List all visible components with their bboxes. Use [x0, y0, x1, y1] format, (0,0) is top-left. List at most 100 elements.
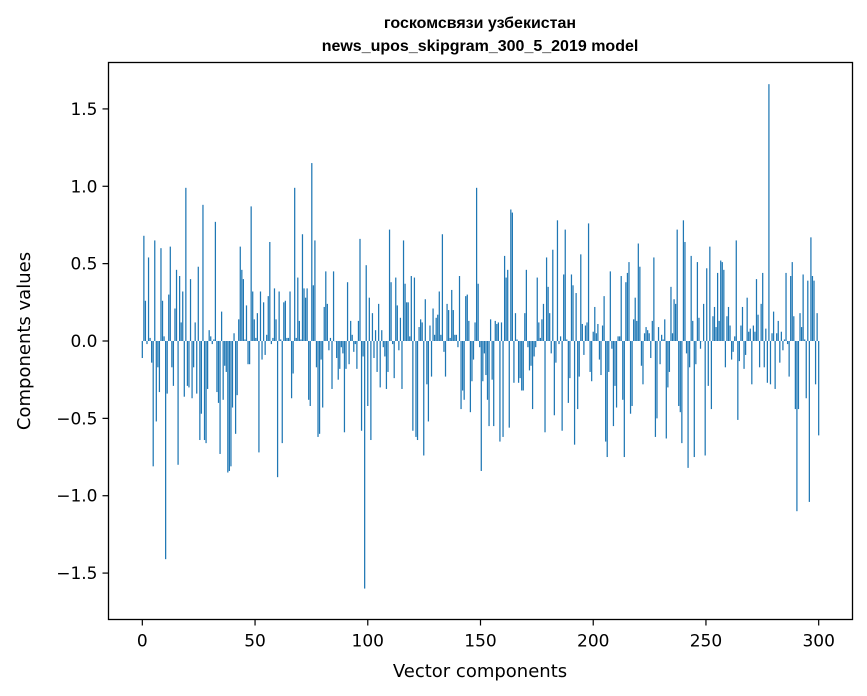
bar — [376, 341, 378, 372]
bar — [465, 296, 467, 341]
bar — [614, 341, 616, 386]
bar — [256, 313, 258, 341]
bar — [734, 336, 736, 341]
bar — [163, 336, 165, 341]
bar — [329, 337, 332, 341]
bar — [499, 341, 501, 442]
bar — [496, 323, 498, 341]
y-tick-label: 0.5 — [70, 255, 97, 275]
bar — [154, 240, 156, 341]
bar — [813, 280, 815, 341]
bar — [284, 300, 286, 341]
bar — [147, 257, 150, 341]
bar — [245, 305, 248, 341]
bar — [814, 341, 817, 385]
bar — [802, 274, 804, 341]
bar — [667, 341, 669, 388]
y-tick-label: 1.0 — [70, 177, 97, 197]
bar — [449, 337, 451, 341]
bar — [479, 341, 481, 348]
bar — [676, 229, 678, 341]
bar — [267, 296, 269, 341]
bar — [457, 341, 459, 348]
bar — [216, 341, 218, 393]
bar — [301, 234, 304, 341]
bar — [533, 341, 535, 357]
bar — [539, 337, 541, 341]
bar — [718, 320, 720, 341]
bar — [617, 336, 619, 341]
bar — [423, 341, 425, 456]
bar — [371, 313, 374, 341]
bar — [446, 303, 448, 341]
bar — [608, 341, 610, 372]
bar — [721, 262, 723, 341]
bar — [304, 297, 307, 341]
bar — [528, 341, 531, 371]
bar — [203, 341, 206, 441]
bar — [399, 317, 402, 341]
bar — [353, 341, 355, 352]
bar — [412, 341, 414, 431]
bar — [507, 269, 509, 341]
bar — [805, 341, 807, 399]
bar — [715, 327, 717, 341]
bar — [242, 279, 244, 341]
bar — [797, 341, 800, 410]
bar — [374, 330, 377, 341]
bar — [493, 341, 495, 427]
bar — [774, 341, 776, 389]
bar — [413, 277, 416, 341]
bar — [804, 339, 806, 341]
bar — [810, 237, 812, 341]
bar — [220, 311, 223, 341]
bar — [182, 291, 184, 341]
bar — [259, 291, 262, 341]
bar — [552, 249, 554, 341]
bar — [704, 341, 706, 456]
chart-title: госкомсвязи узбекистан news_upos_skipgra… — [322, 15, 639, 55]
bar — [519, 341, 521, 379]
bar — [569, 341, 571, 379]
bar — [367, 341, 369, 406]
bar — [368, 297, 370, 341]
bar — [294, 187, 296, 341]
bar — [141, 341, 143, 359]
bar — [385, 341, 388, 389]
bar — [567, 341, 569, 403]
bar — [472, 341, 475, 360]
bar — [577, 341, 579, 410]
bar — [785, 272, 787, 341]
bar — [771, 333, 773, 341]
bar — [434, 334, 436, 341]
bar — [364, 341, 366, 589]
bar — [339, 341, 341, 369]
bar — [648, 333, 650, 341]
bar — [657, 327, 660, 341]
bar — [421, 322, 423, 341]
bar — [524, 313, 526, 341]
bar — [710, 341, 713, 410]
bar — [155, 341, 157, 422]
bar — [696, 262, 699, 341]
bar — [475, 187, 478, 341]
bar — [219, 341, 221, 454]
bar — [295, 337, 297, 341]
bar — [317, 341, 319, 437]
bar — [264, 341, 266, 355]
bar — [151, 341, 153, 363]
bar — [438, 291, 440, 341]
bar — [716, 272, 719, 341]
bar — [281, 341, 283, 444]
bar — [752, 325, 754, 341]
bar — [516, 339, 518, 341]
bar — [488, 341, 490, 427]
bar — [373, 341, 375, 359]
bar — [289, 291, 291, 341]
bar — [322, 341, 324, 408]
bar — [222, 341, 224, 400]
bar — [573, 341, 576, 445]
bar — [681, 341, 683, 444]
bar — [634, 297, 636, 341]
bar — [205, 341, 207, 444]
